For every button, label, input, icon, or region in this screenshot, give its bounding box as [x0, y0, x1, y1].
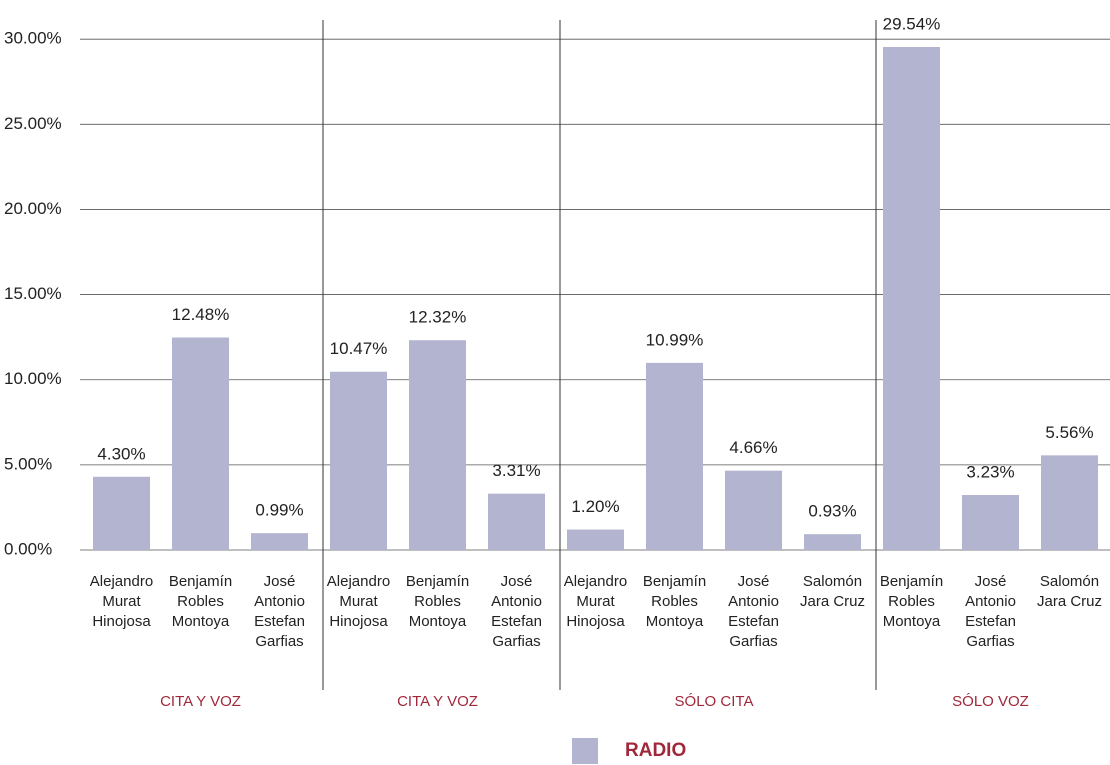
bar: [93, 476, 150, 550]
value-label: 5.56%: [1045, 423, 1093, 442]
x-tick-label: Salomón Jara Cruz: [1036, 573, 1103, 610]
value-label: 3.23%: [966, 462, 1014, 481]
x-tick-label: Benjamín Robles Montoya: [405, 573, 470, 630]
y-tick-label: 10.00%: [4, 369, 62, 388]
value-label: 4.66%: [729, 438, 777, 457]
bar: [172, 337, 229, 550]
x-tick-label: José Antonio Estefan Garfias: [728, 573, 779, 650]
bar: [646, 362, 703, 550]
group-label: SÓLO CITA: [674, 693, 754, 710]
group-label: CITA Y VOZ: [397, 693, 478, 710]
x-tick-label: Salomón Jara Cruz: [799, 573, 866, 610]
y-tick-label: 15.00%: [4, 284, 62, 303]
x-tick-label: José Antonio Estefan Garfias: [491, 573, 542, 650]
legend-label: RADIO: [625, 740, 686, 761]
x-tick-label: Alejandro Murat Hinojosa: [89, 573, 154, 630]
value-label: 12.48%: [172, 305, 230, 324]
y-tick-label: 5.00%: [4, 454, 52, 473]
bar: [409, 340, 466, 550]
bar: [725, 470, 782, 550]
value-label: 0.99%: [255, 501, 303, 520]
x-tick-label: Alejandro Murat Hinojosa: [326, 573, 391, 630]
bar: [804, 534, 861, 550]
x-tick-label: José Antonio Estefan Garfias: [254, 573, 305, 650]
x-tick-label: Benjamín Robles Montoya: [168, 573, 233, 630]
y-tick-label: 25.00%: [4, 114, 62, 133]
bar: [883, 46, 940, 551]
bar: [1041, 455, 1098, 550]
bar: [567, 529, 624, 550]
bar: [962, 495, 1019, 550]
value-label: 29.54%: [883, 14, 941, 33]
legend-swatch: [572, 738, 598, 764]
y-tick-label: 0.00%: [4, 539, 52, 558]
x-tick-label: Benjamín Robles Montoya: [642, 573, 707, 630]
bar: [251, 533, 308, 550]
value-label: 1.20%: [571, 497, 619, 516]
value-label: 4.30%: [97, 444, 145, 463]
x-tick-label: Alejandro Murat Hinojosa: [563, 573, 628, 630]
y-tick-label: 20.00%: [4, 199, 62, 218]
group-label: CITA Y VOZ: [160, 693, 241, 710]
bar: [488, 493, 545, 550]
value-label: 0.93%: [808, 502, 856, 521]
value-label: 3.31%: [492, 461, 540, 480]
x-tick-label: Benjamín Robles Montoya: [879, 573, 944, 630]
value-label: 10.99%: [646, 330, 704, 349]
bar: [330, 371, 387, 550]
x-tick-label: José Antonio Estefan Garfias: [965, 573, 1016, 650]
group-label: SÓLO VOZ: [952, 693, 1029, 710]
y-tick-label: 30.00%: [4, 29, 62, 48]
value-label: 12.32%: [409, 308, 467, 327]
value-label: 10.47%: [330, 339, 388, 358]
